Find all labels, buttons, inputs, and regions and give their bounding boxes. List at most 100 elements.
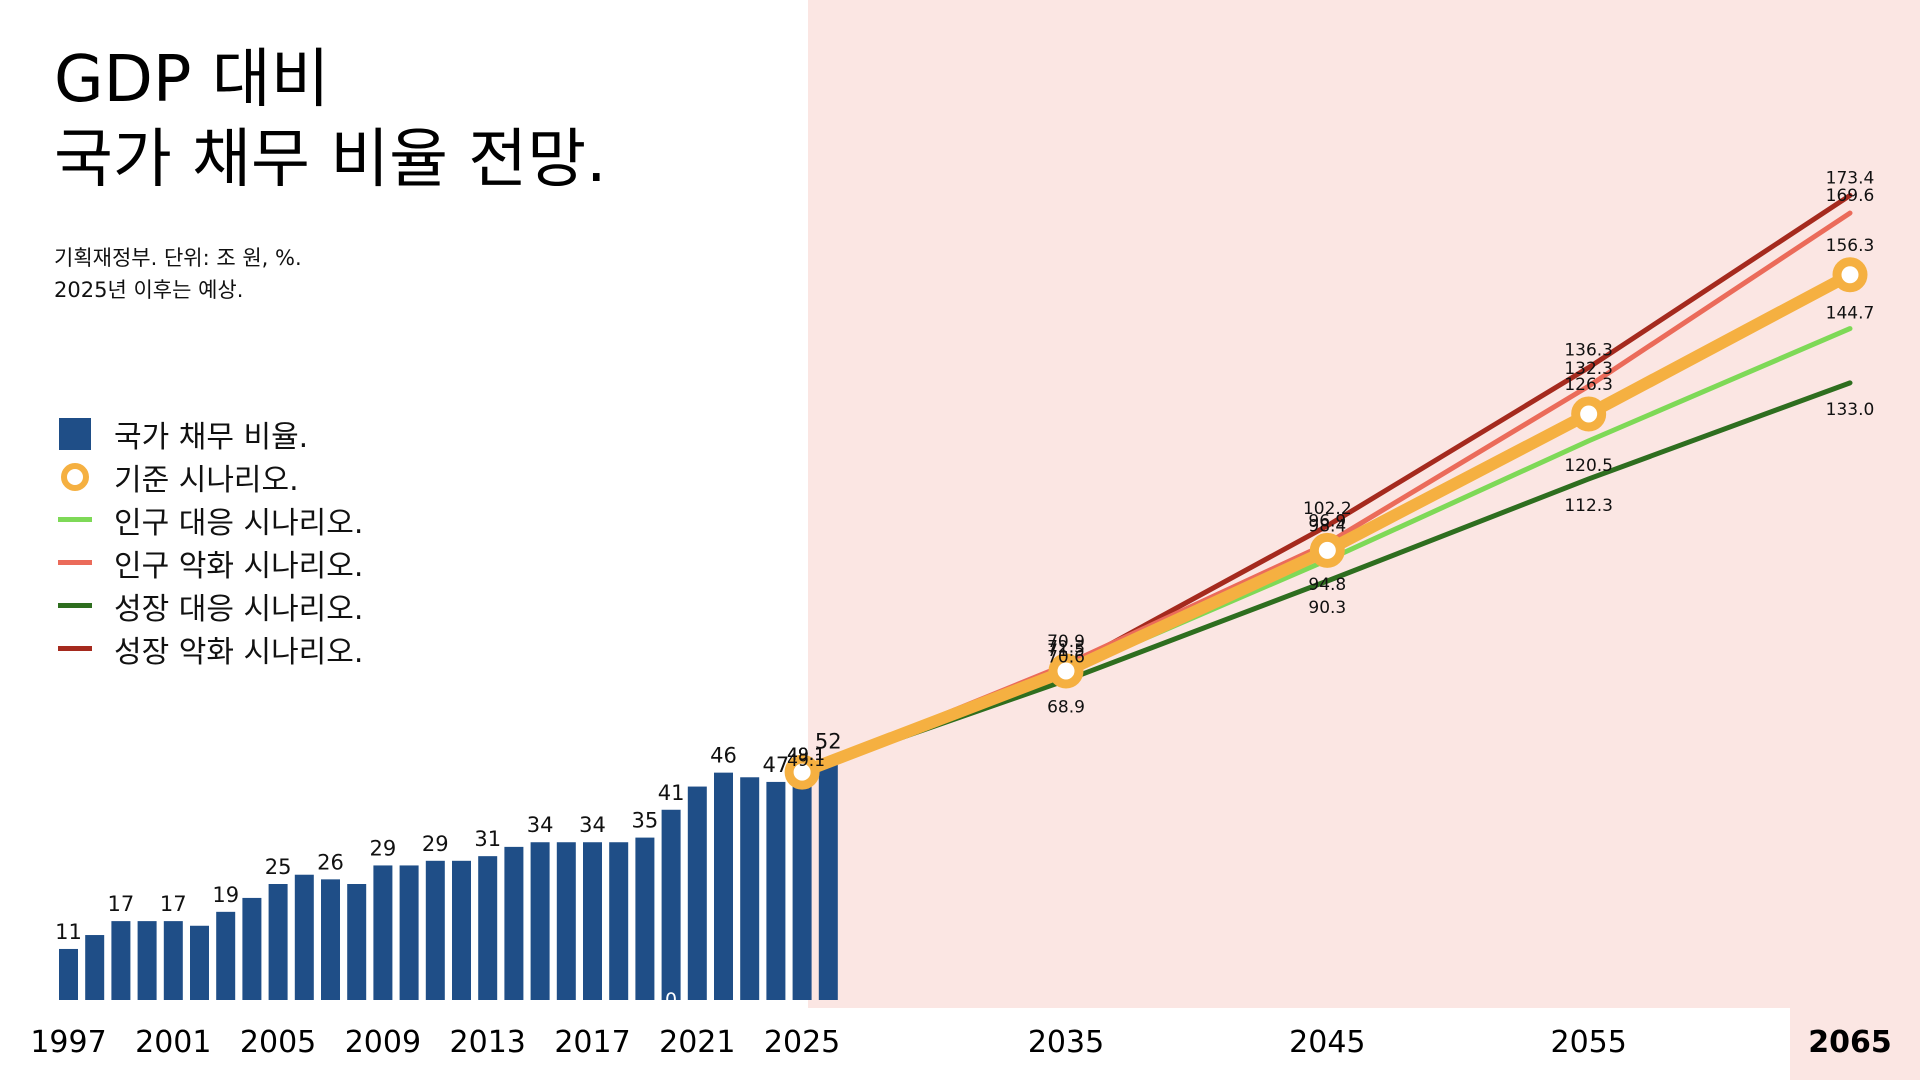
forecast-axis-tab	[1790, 1008, 1920, 1080]
bar-2003	[216, 911, 236, 1000]
x-tick-label: 2055	[1550, 1025, 1626, 1060]
bar-2012	[452, 860, 471, 1000]
x-tick-label: 2013	[450, 1025, 526, 1060]
legend-item-growth-response: 성장 대응 시나리오.	[58, 584, 363, 627]
bar-value-label: 34	[527, 813, 554, 837]
x-tick-label: 2025	[764, 1025, 840, 1060]
x-tick-label: 2065	[1808, 1025, 1892, 1060]
legend-swatch-line	[58, 503, 92, 537]
series-value-label: 112.3	[1564, 496, 1613, 516]
base-marker	[1571, 396, 1607, 432]
bar-value-label: 31	[474, 827, 501, 851]
bar-stray-label: 0	[665, 989, 677, 1011]
series-value-label: 120.5	[1564, 456, 1613, 476]
bar-2024	[766, 781, 786, 1000]
legend-item-base: 기준 시나리오.	[58, 455, 363, 498]
bar-2016	[556, 842, 576, 1000]
bar-1999	[111, 921, 131, 1000]
forecast-note: 2025년 이후는 예상.	[54, 278, 244, 302]
x-tick-label: 2001	[135, 1025, 211, 1060]
series-value-label: 49.1	[787, 745, 825, 765]
series-value-label: 71.5	[1047, 641, 1085, 661]
bar-2004	[242, 897, 262, 1000]
bar-2000	[137, 921, 157, 1000]
bar-2002	[190, 925, 209, 1000]
legend-label: 인구 대응 시나리오.	[114, 505, 364, 541]
series-value-label: 49.1	[787, 745, 825, 765]
bar-1998	[85, 935, 105, 1000]
series-value-label: 102.2	[1303, 499, 1352, 519]
legend-swatch-ring	[58, 460, 92, 494]
chart-title: GDP 대비 국가 채무 비율 전망.	[54, 40, 606, 200]
series-value-label: 156.3	[1826, 236, 1875, 256]
series-value-label: 96.9	[1308, 511, 1346, 531]
legend-item-pop-worse: 인구 악화 시나리오.	[58, 541, 363, 584]
legend-swatch-line	[58, 546, 92, 580]
base-marker	[1832, 257, 1868, 293]
x-tick-label: 2021	[659, 1025, 735, 1060]
x-tick-label: 2009	[345, 1025, 421, 1060]
bar-value-label: 35	[632, 809, 659, 833]
bar-2022	[714, 772, 733, 1000]
series-value-label: 169.6	[1826, 186, 1875, 206]
series-value-label: 70.6	[1047, 647, 1085, 667]
x-tick-label: 2045	[1289, 1025, 1365, 1060]
x-tick-label: 2035	[1028, 1025, 1104, 1060]
bar-2010	[399, 865, 419, 1000]
bar-2015	[530, 842, 550, 1000]
bar-2009	[373, 865, 393, 1000]
series-value-label: 126.3	[1564, 375, 1613, 395]
bar-2020	[661, 809, 681, 1000]
series-value-label: 173.4	[1826, 168, 1875, 188]
bar-value-label: 17	[108, 892, 135, 916]
legend-swatch-bar	[58, 417, 92, 451]
series-value-label: 98.4	[1308, 516, 1346, 536]
bar-2006	[294, 874, 314, 1000]
chart-subtitle: 기획재정부. 단위: 조 원, %. 2025년 이후는 예상.	[54, 242, 302, 306]
bar-value-label: 17	[160, 892, 187, 916]
bar-2001	[163, 921, 183, 1000]
series-value-label: 136.3	[1564, 341, 1613, 361]
x-tick-label: 1997	[30, 1025, 106, 1060]
bar-2026	[818, 758, 838, 1000]
bar-2007	[321, 879, 340, 1000]
legend-label: 성장 악화 시나리오.	[114, 634, 364, 670]
base-marker	[784, 754, 820, 790]
series-value-label: 70.9	[1047, 632, 1085, 652]
x-tick-label: 2017	[554, 1025, 630, 1060]
bar-2021	[687, 786, 707, 1000]
bar-2008	[347, 884, 367, 1000]
bar-value-label: 11	[55, 920, 82, 944]
legend-label: 국가 채무 비율.	[114, 419, 309, 455]
series-value-label: 144.7	[1826, 304, 1875, 324]
bar-value-label: 52	[815, 730, 842, 754]
series-value-label: 133.0	[1826, 400, 1875, 420]
bar-2014	[504, 846, 524, 1000]
bar-2011	[425, 860, 445, 1000]
bar-2013	[478, 856, 498, 1000]
series-value-label: 90.3	[1308, 598, 1346, 618]
series-value-label: 72.3	[1047, 638, 1085, 658]
bar-value-label: 29	[422, 832, 449, 856]
series-value-label: 68.9	[1047, 697, 1085, 717]
base-marker	[1048, 653, 1084, 689]
series-value-label: 49.1	[787, 745, 825, 765]
x-tick-label: 2005	[240, 1025, 316, 1060]
bar-2025	[792, 772, 812, 1000]
series-value-label: 94.8	[1308, 575, 1346, 595]
series-value-label: 49.1	[787, 745, 825, 765]
bar-2005	[268, 884, 288, 1000]
series-value-label: 132.3	[1564, 359, 1613, 379]
legend-item-pop-response: 인구 대응 시나리오.	[58, 498, 363, 541]
bar-2023	[740, 777, 760, 1000]
legend: 국가 채무 비율. 기준 시나리오. 인구 대응 시나리오. 인구 악화 시나리…	[58, 412, 363, 670]
legend-label: 성장 대응 시나리오.	[114, 591, 364, 627]
bar-2019	[635, 837, 655, 1000]
source-note: 기획재정부. 단위: 조 원, %.	[54, 246, 302, 270]
base-marker	[1309, 532, 1345, 568]
bar-value-label: 46	[710, 744, 737, 768]
bar-2017	[583, 842, 602, 1000]
legend-swatch-line	[58, 589, 92, 623]
bar-value-label: 19	[212, 883, 239, 907]
